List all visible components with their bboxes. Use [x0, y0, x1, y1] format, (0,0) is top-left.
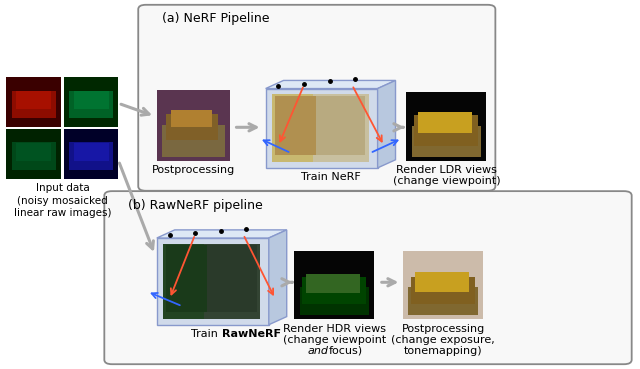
Text: Input data: Input data — [36, 183, 89, 193]
Text: (change viewpoint: (change viewpoint — [283, 335, 386, 345]
Text: Render LDR views: Render LDR views — [396, 165, 497, 175]
Bar — [300, 287, 369, 315]
Bar — [272, 94, 330, 162]
Bar — [157, 90, 230, 161]
Bar — [408, 287, 478, 315]
Bar — [411, 277, 475, 304]
FancyBboxPatch shape — [138, 5, 495, 191]
Bar — [69, 142, 113, 170]
Text: (change viewpoint): (change viewpoint) — [392, 176, 500, 186]
Bar — [157, 238, 269, 325]
Bar — [74, 92, 109, 109]
Text: (noisy mosaicked: (noisy mosaicked — [17, 196, 108, 206]
Text: Render HDR views: Render HDR views — [283, 324, 386, 334]
Bar — [266, 89, 378, 168]
Bar — [412, 126, 481, 157]
Bar — [204, 244, 260, 319]
Bar — [69, 91, 113, 118]
Text: focus): focus) — [329, 346, 363, 356]
Polygon shape — [269, 230, 287, 325]
Bar — [312, 94, 369, 162]
Bar — [403, 251, 483, 319]
Bar — [74, 143, 109, 161]
Text: Postprocessing: Postprocessing — [401, 324, 485, 334]
Bar — [306, 274, 360, 293]
Polygon shape — [266, 80, 396, 89]
Bar — [316, 96, 365, 155]
Bar — [207, 245, 257, 312]
Bar — [12, 91, 56, 118]
Polygon shape — [378, 80, 396, 168]
Bar — [275, 96, 327, 155]
Bar — [418, 113, 472, 133]
Bar — [166, 245, 218, 312]
Text: and: and — [308, 346, 329, 356]
Bar — [16, 92, 51, 109]
Bar — [6, 77, 61, 127]
Polygon shape — [157, 230, 287, 238]
FancyBboxPatch shape — [104, 191, 632, 364]
Bar — [414, 115, 478, 146]
Bar — [166, 114, 218, 140]
Text: (change exposure,: (change exposure, — [391, 335, 495, 345]
Bar — [6, 129, 61, 179]
Text: Postprocessing: Postprocessing — [152, 165, 236, 175]
Bar — [163, 244, 221, 319]
Bar — [415, 272, 469, 292]
Bar — [16, 143, 51, 161]
Text: tonemapping): tonemapping) — [404, 346, 483, 356]
Text: (a) NeRF Pipeline: (a) NeRF Pipeline — [162, 12, 269, 25]
Text: Train: Train — [191, 329, 222, 339]
Bar — [171, 110, 212, 127]
Text: linear raw images): linear raw images) — [13, 208, 111, 218]
Bar — [64, 77, 118, 127]
Bar — [12, 142, 56, 170]
Text: (b) RawNeRF pipeline: (b) RawNeRF pipeline — [128, 199, 263, 211]
Text: Train NeRF: Train NeRF — [301, 172, 360, 182]
Bar — [406, 92, 486, 161]
Text: RawNeRF: RawNeRF — [222, 329, 281, 339]
Bar — [294, 251, 374, 319]
Bar — [302, 277, 366, 304]
Bar — [162, 125, 225, 157]
Bar — [64, 129, 118, 179]
